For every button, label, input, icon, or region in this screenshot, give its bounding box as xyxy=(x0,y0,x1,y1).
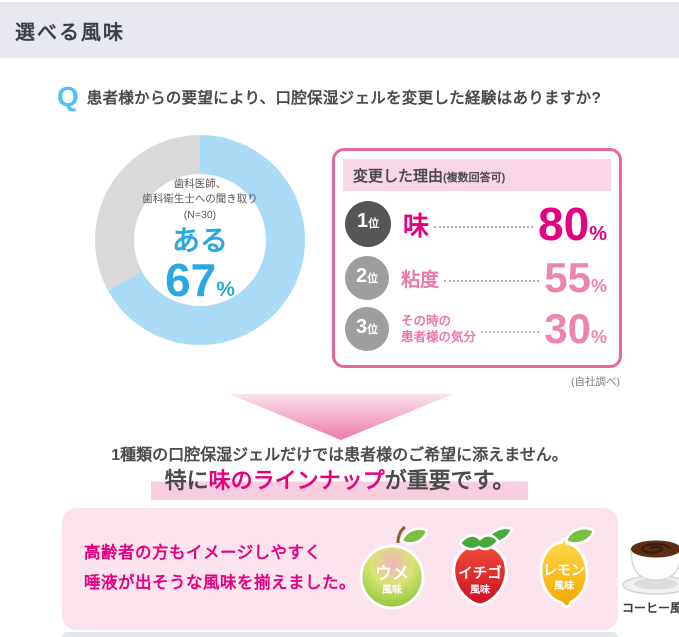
leader-dots xyxy=(481,331,540,333)
reason-2-value: 55% xyxy=(544,254,607,301)
conclusion-accent: 味のラインナップ xyxy=(208,468,385,493)
conclusion-highlight-band: 特に味のラインナップが重要です。 xyxy=(150,461,529,500)
svg-text:風味: 風味 xyxy=(470,583,490,596)
conclusion-line2: 特に味のラインナップが重要です。 xyxy=(0,461,679,500)
page-title: 選べる風味 xyxy=(15,21,125,44)
question-q-icon: Q xyxy=(57,81,79,112)
next-section-edge xyxy=(62,632,618,637)
donut-chart: 歯科医師、 歯科衛生士への聞き取り (N=30) ある 67% xyxy=(95,135,305,345)
coffee-flavor-icon: コーヒー風味 xyxy=(614,522,679,616)
conclusion-line1: 1種類の口腔保湿ジェルだけでは患者様のご希望に添えません。 xyxy=(111,447,568,464)
reason-2-label: 粘度 xyxy=(401,269,440,291)
flavor-icons-row: ウメ 風味 イチゴ 風味 xyxy=(356,522,679,616)
reason-1-value: 80% xyxy=(538,198,607,250)
lemon-flavor-icon: レモン 風味 xyxy=(528,523,604,615)
source-note: (自社調べ) xyxy=(571,376,620,388)
svg-text:風味: 風味 xyxy=(554,579,574,592)
svg-text:イチゴ: イチゴ xyxy=(458,564,502,582)
strawberry-flavor-icon: イチゴ 風味 xyxy=(442,523,518,615)
flavor-description: 高齢者の方もイメージしやすく 唾液が出そうな風味を揃えました。 xyxy=(84,544,356,592)
survey-sample-size: (N=30) xyxy=(183,208,217,221)
coffee-flavor-label: コーヒー風味 xyxy=(621,601,679,615)
reason-3-label: その時の 患者様の気分 xyxy=(401,313,477,344)
reason-3-value: 30% xyxy=(544,305,607,352)
leader-dots xyxy=(434,226,534,228)
donut-chart-center: 歯科医師、 歯科衛生士への聞き取り (N=30) ある 67% xyxy=(134,174,266,306)
reasons-box-title-note: (複数回答可) xyxy=(443,172,506,184)
down-arrow-icon xyxy=(229,394,453,440)
leader-dots xyxy=(444,280,540,282)
question-text: 患者様からの要望により、口腔保湿ジェルを変更した経験はありますか? xyxy=(86,90,602,107)
question-row: Q 患者様からの要望により、口腔保湿ジェルを変更した経験はありますか? xyxy=(57,83,601,111)
donut-answer-label: ある xyxy=(171,224,228,256)
survey-target-line1: 歯科医師、 xyxy=(173,178,227,191)
svg-text:レモン: レモン xyxy=(543,562,585,578)
donut-value: 67% xyxy=(165,253,235,306)
reasons-box-title: 変更した理由 xyxy=(353,168,444,185)
section-header: 選べる風味 xyxy=(0,2,679,58)
svg-text:風味: 風味 xyxy=(382,583,402,596)
reason-1-label: 味 xyxy=(403,210,430,241)
svg-text:ウメ: ウメ xyxy=(375,564,409,583)
flavor-lineup-box: 高齢者の方もイメージしやすく 唾液が出そうな風味を揃えました。 xyxy=(62,508,679,630)
survey-target-line2: 歯科衛生士への聞き取り xyxy=(142,193,258,206)
reasons-box-title-band: 変更した理由 (複数回答可) xyxy=(343,159,611,191)
plum-flavor-icon: ウメ 風味 xyxy=(356,523,432,615)
